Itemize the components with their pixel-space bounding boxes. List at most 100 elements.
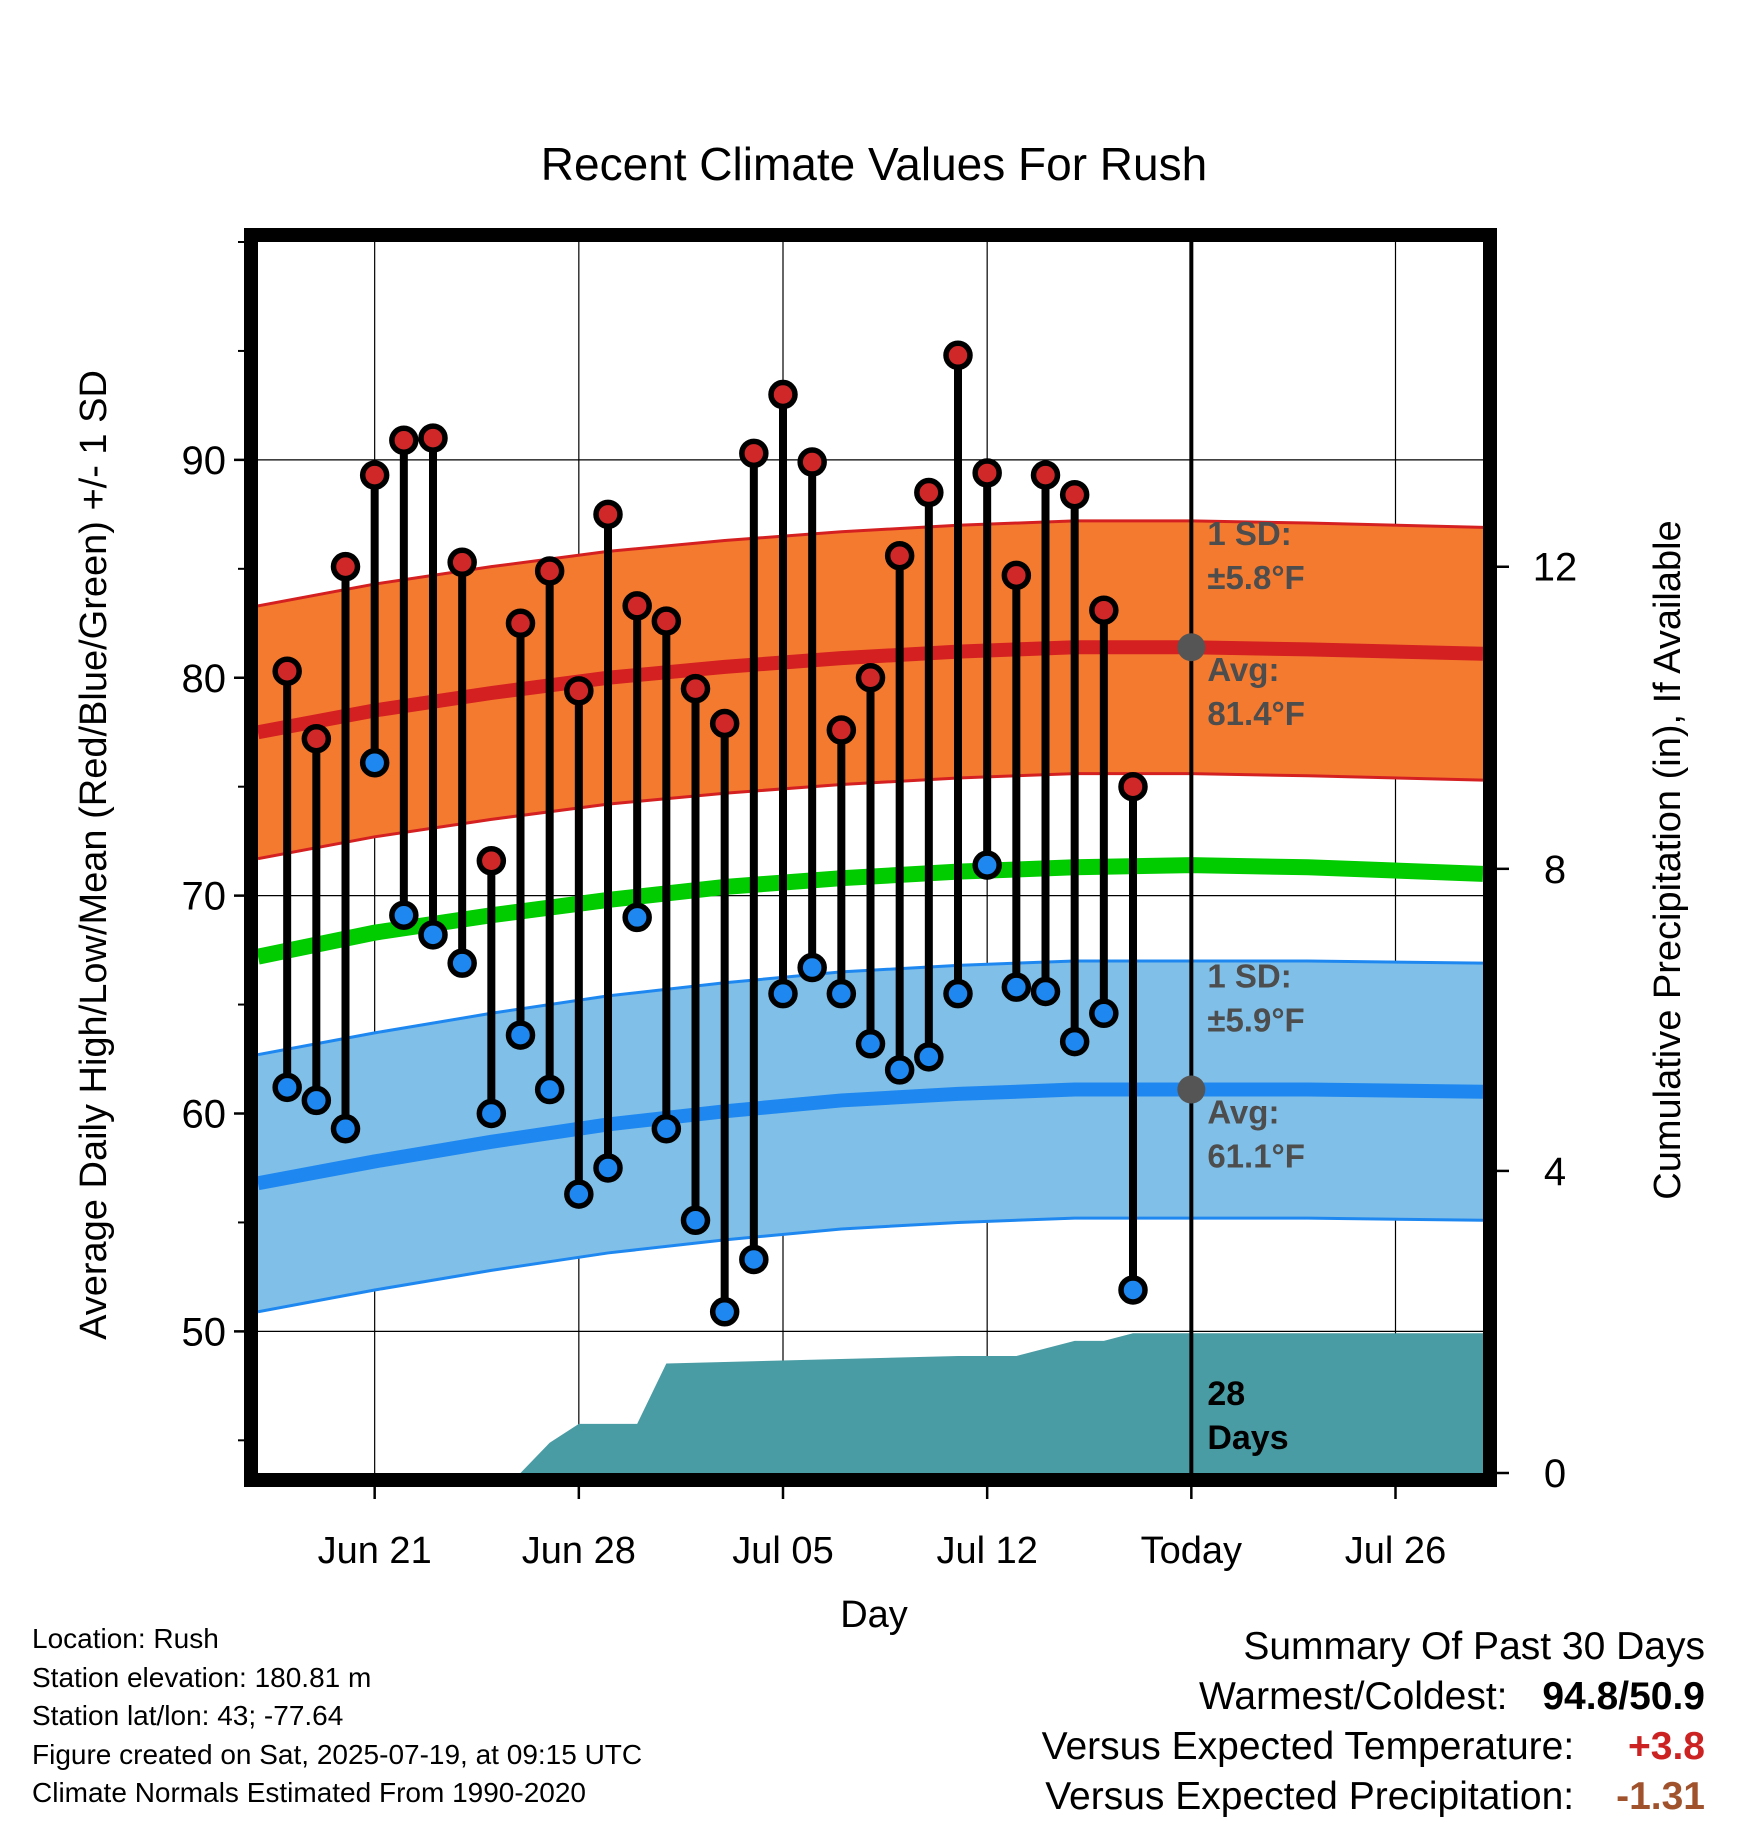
daily-low-marker [1030, 976, 1061, 1007]
daily-low-marker [972, 850, 1002, 880]
high-sd-value: ±5.8°F [1207, 559, 1304, 596]
high-avg-line [258, 640, 1483, 740]
daily-high-marker [272, 656, 302, 686]
daily-low-marker [914, 1042, 944, 1072]
daily-low-marker [943, 978, 973, 1009]
daily-low-marker [797, 952, 827, 983]
daily-low-marker [330, 1114, 361, 1144]
daily-low-marker [476, 1098, 507, 1129]
daily-high-marker [914, 477, 944, 508]
daily-low-marker [447, 948, 477, 978]
daily-low-marker [564, 1179, 594, 1209]
today-low-avg-dot [1177, 1075, 1206, 1104]
daily-low-marker [855, 1029, 886, 1059]
y2-tick-label: 12 [1533, 546, 1578, 590]
y-tick-label: 80 [182, 657, 227, 701]
daily-high-marker [680, 673, 711, 704]
station-info: Location: Rush Station elevation: 180.81… [32, 1620, 642, 1813]
daily-high-marker [1001, 560, 1032, 591]
daily-high-marker [709, 708, 740, 739]
daily-low-marker [884, 1055, 915, 1085]
precip-value: -1.31 [1616, 1775, 1705, 1818]
daily-high-marker [534, 556, 565, 586]
daily-low-marker [1118, 1275, 1148, 1305]
daily-high-marker [1150, 0, 1174, 12]
daily-low-marker [301, 1085, 332, 1116]
y-tick-label: 90 [182, 439, 227, 483]
x-tick-label: Jun 21 [318, 1530, 432, 1572]
low-avg-label: Avg: [1207, 1094, 1279, 1131]
daily-high-marker [884, 540, 915, 571]
precip-area [258, 1333, 1483, 1473]
daily-low-marker [1059, 1026, 1090, 1057]
low-sd-label: 1 SD: [1207, 958, 1291, 995]
daily-high-marker [622, 591, 652, 621]
daily-low-marker [534, 1074, 565, 1105]
daily-low-marker [1089, 998, 1119, 1029]
days-word: Days [1207, 1419, 1288, 1457]
low-sd-value: ±5.9°F [1207, 1002, 1304, 1039]
daily-high-marker [301, 724, 332, 754]
daily-low-marker [1150, 0, 1174, 12]
x-tick-label: Jun 28 [522, 1530, 636, 1572]
daily-high-marker [943, 340, 973, 371]
warmest-value: 94.8/50.9 [1542, 1675, 1705, 1718]
temp-label: Versus Expected Temperature: [1041, 1725, 1575, 1768]
x-tick-label: Jul 12 [936, 1530, 1037, 1572]
daily-low-marker [389, 900, 419, 930]
daily-high-marker [359, 460, 390, 490]
y2-axis-label: Cumulative Precipitation (in), If Availa… [1647, 520, 1689, 1199]
daily-high-marker [505, 608, 536, 639]
y-tick-label: 60 [182, 1093, 227, 1137]
low-band-lower-edge [258, 1216, 1483, 1314]
daily-low-marker [768, 978, 798, 1009]
created-text: Figure created on Sat, 2025-07-19, at 09… [32, 1738, 643, 1770]
daily-high-marker [651, 606, 682, 636]
summary-panel: Summary Of Past 30 Days Warmest/Coldest:… [1042, 1622, 1705, 1822]
daily-high-marker [476, 846, 507, 876]
daily-high-marker [972, 458, 1002, 488]
daily-high-marker [1089, 595, 1119, 625]
daily-high-marker [1059, 479, 1090, 510]
daily-high-marker [564, 676, 594, 706]
daily-low-marker [359, 747, 390, 778]
plot-area: 1 SD: ±5.8°F Avg: 81.4°F 1 SD: ±5.9°F Avg: 61.1… [258, 0, 1483, 1473]
daily-high-marker [418, 423, 448, 453]
x-tick-label: Today [1141, 1530, 1242, 1572]
daily-high-marker [797, 447, 827, 477]
summary-title: Summary Of Past 30 Days [1243, 1625, 1705, 1668]
plot-inner: 1 SD: ±5.8°F Avg: 81.4°F 1 SD: ±5.9°F Avg: 61.1… [258, 0, 1483, 1473]
daily-low-marker [709, 1297, 740, 1327]
temp-value: +3.8 [1628, 1725, 1705, 1768]
daily-low-marker [739, 1244, 769, 1275]
y2-tick-label: 4 [1544, 1150, 1566, 1194]
y2-tick-label: 0 [1544, 1452, 1566, 1496]
warmest-label: Warmest/Coldest: [1199, 1675, 1508, 1718]
daily-high-marker [739, 438, 769, 469]
summary-warmest-row: Warmest/Coldest: 94.8/50.9 [1042, 1672, 1705, 1722]
normals-text: Climate Normals Estimated From 1990-2020 [32, 1777, 586, 1808]
daily-high-marker [1118, 771, 1148, 802]
high-sd-label: 1 SD: [1207, 515, 1291, 552]
summary-temp-row: Versus Expected Temperature: +3.8 [1042, 1722, 1705, 1772]
daily-low-marker [1001, 972, 1032, 1002]
daily-high-marker [447, 547, 477, 578]
summary-precip-row: Versus Expected Precipitation: -1.31 [1042, 1772, 1705, 1822]
precip-label: Versus Expected Precipitation: [1045, 1775, 1575, 1818]
daily-high-marker [768, 379, 798, 410]
today-high-avg-dot [1177, 633, 1206, 662]
high-avg-value: 81.4°F [1207, 695, 1305, 732]
high-avg-label: Avg: [1207, 651, 1279, 688]
axes: 50 60 70 80 90 0 4 8 12 Jun 21 Jun 28 Jul 05 Jul 12 T… [182, 228, 1578, 1572]
low-avg-value: 61.1°F [1207, 1138, 1305, 1175]
daily-low-marker [593, 1153, 623, 1183]
latlon-text: Station lat/lon: 43; -77.64 [32, 1700, 344, 1731]
location-text: Location: Rush [32, 1623, 219, 1654]
y-axis-label: Average Daily High/Low/Mean (Red/Blue/Gr… [73, 370, 115, 1340]
x-tick-label: Jul 26 [1345, 1530, 1446, 1572]
daily-low-marker [272, 1072, 302, 1103]
daily-low-marker [505, 1020, 536, 1050]
daily-high-marker [1030, 460, 1061, 490]
daily-high-marker [593, 499, 623, 530]
